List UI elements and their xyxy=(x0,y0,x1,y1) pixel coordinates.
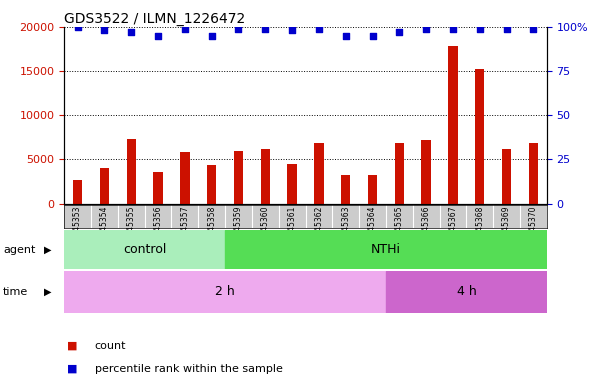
Bar xyxy=(341,175,351,204)
Text: GSM345369: GSM345369 xyxy=(502,206,511,252)
Text: NTHi: NTHi xyxy=(371,243,401,256)
Bar xyxy=(100,168,109,204)
Text: GSM345363: GSM345363 xyxy=(341,206,350,252)
Text: control: control xyxy=(123,243,166,256)
Point xyxy=(100,27,109,33)
Point xyxy=(287,27,297,33)
Point xyxy=(529,26,538,32)
Text: agent: agent xyxy=(3,245,35,255)
Text: ▶: ▶ xyxy=(44,287,51,297)
Bar xyxy=(448,46,458,204)
Bar xyxy=(126,139,136,204)
Text: count: count xyxy=(95,341,126,351)
Point xyxy=(207,33,216,39)
Point xyxy=(73,24,82,30)
Text: ■: ■ xyxy=(67,364,78,374)
Bar xyxy=(225,230,547,269)
Text: ■: ■ xyxy=(67,341,78,351)
Point xyxy=(475,26,485,32)
Text: GSM345361: GSM345361 xyxy=(288,206,296,252)
Point xyxy=(448,26,458,32)
Text: GSM345364: GSM345364 xyxy=(368,206,377,252)
Text: GSM345366: GSM345366 xyxy=(422,206,431,252)
Text: GSM345357: GSM345357 xyxy=(180,206,189,252)
Point xyxy=(341,33,351,39)
Bar xyxy=(73,180,82,204)
Bar xyxy=(529,144,538,204)
Text: GSM345358: GSM345358 xyxy=(207,206,216,252)
Bar xyxy=(260,149,270,204)
Bar xyxy=(502,149,511,204)
Bar xyxy=(64,230,225,269)
Text: 4 h: 4 h xyxy=(456,285,476,298)
Point xyxy=(233,26,243,32)
Text: 2 h: 2 h xyxy=(215,285,235,298)
Text: GSM345362: GSM345362 xyxy=(315,206,323,252)
Bar xyxy=(422,140,431,204)
Point xyxy=(314,26,324,32)
Point xyxy=(502,26,511,32)
Point xyxy=(395,29,404,35)
Bar xyxy=(314,144,324,204)
Point xyxy=(260,26,270,32)
Bar xyxy=(64,271,386,313)
Point xyxy=(422,26,431,32)
Bar xyxy=(234,151,243,204)
Text: GSM345365: GSM345365 xyxy=(395,206,404,252)
Text: GSM345360: GSM345360 xyxy=(261,206,270,252)
Text: GSM345370: GSM345370 xyxy=(529,206,538,252)
Text: GSM345368: GSM345368 xyxy=(475,206,485,252)
Point xyxy=(126,29,136,35)
Bar xyxy=(207,165,216,204)
Text: GSM345354: GSM345354 xyxy=(100,206,109,252)
Point xyxy=(153,33,163,39)
Point xyxy=(368,33,378,39)
Bar xyxy=(386,271,547,313)
Text: GSM345355: GSM345355 xyxy=(126,206,136,252)
Text: GSM345356: GSM345356 xyxy=(153,206,163,252)
Text: time: time xyxy=(3,287,28,297)
Bar xyxy=(153,172,163,204)
Bar xyxy=(475,69,485,204)
Bar xyxy=(287,164,297,204)
Bar xyxy=(368,175,377,204)
Text: GSM345367: GSM345367 xyxy=(448,206,458,252)
Text: GSM345353: GSM345353 xyxy=(73,206,82,252)
Bar xyxy=(395,144,404,204)
Text: ▶: ▶ xyxy=(44,245,51,255)
Point xyxy=(180,26,190,32)
Bar xyxy=(180,152,189,204)
Text: GDS3522 / ILMN_1226472: GDS3522 / ILMN_1226472 xyxy=(64,12,246,26)
Text: percentile rank within the sample: percentile rank within the sample xyxy=(95,364,282,374)
Text: GSM345359: GSM345359 xyxy=(234,206,243,252)
